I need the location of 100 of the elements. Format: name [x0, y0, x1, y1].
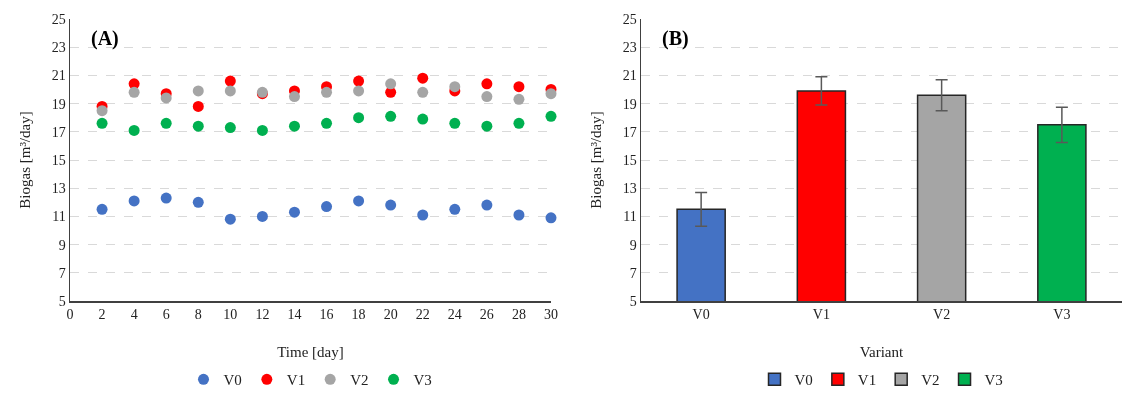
x-tick-label: 12 [255, 307, 270, 323]
point [417, 86, 429, 98]
point [545, 212, 557, 224]
y-tick-label: 23 [622, 40, 637, 56]
y-axis-title: Biogas [m³/day] [16, 111, 33, 209]
point [96, 203, 108, 215]
point [224, 75, 236, 87]
point [385, 110, 397, 122]
point [513, 81, 525, 93]
point [96, 105, 108, 117]
point [321, 117, 333, 129]
point [417, 72, 429, 84]
y-tick-label: 17 [51, 124, 66, 140]
y-tick-label: 23 [51, 40, 66, 56]
point [481, 120, 493, 132]
point [545, 110, 557, 122]
y-tick-label: 7 [629, 265, 637, 281]
y-tick-label: 25 [622, 11, 637, 27]
point [353, 112, 365, 124]
point [288, 120, 300, 132]
point [224, 213, 236, 225]
point [192, 196, 204, 208]
legend-label: V3 [984, 372, 1003, 389]
y-tick-label: 15 [51, 152, 66, 168]
point [288, 91, 300, 103]
x-tick-label: V0 [692, 307, 710, 323]
point [160, 192, 172, 204]
y-tick-label: 5 [58, 293, 66, 309]
x-tick-label: V2 [933, 307, 951, 323]
legend-label: V3 [413, 372, 432, 389]
chart-title: (B) [662, 27, 689, 50]
point [449, 117, 461, 129]
x-tick-label: 26 [479, 307, 494, 323]
point [256, 210, 268, 222]
point [128, 195, 140, 207]
legend-label: V1 [286, 372, 306, 389]
legend-label: V0 [794, 372, 813, 389]
y-tick-label: 19 [51, 96, 66, 112]
y-tick-label: 17 [622, 124, 637, 140]
point [192, 100, 204, 112]
y-tick-label: 11 [52, 209, 66, 225]
legend-label: V2 [921, 372, 940, 389]
point [545, 88, 557, 100]
point [449, 203, 461, 215]
point [192, 85, 204, 97]
x-tick-label: 20 [383, 307, 398, 323]
point [513, 209, 525, 221]
x-tick-label: 30 [544, 307, 558, 323]
y-tick-label: 13 [622, 181, 637, 197]
point [353, 75, 365, 87]
point [481, 78, 493, 90]
point [513, 117, 525, 129]
y-tick-label: 5 [629, 293, 637, 309]
point [385, 199, 397, 211]
x-tick-label: 8 [194, 307, 202, 323]
x-tick-label: 6 [162, 307, 170, 323]
point [321, 201, 333, 213]
y-axis-title: Biogas [m³/day] [587, 111, 604, 209]
point [321, 86, 333, 98]
y-tick-label: 15 [622, 152, 637, 168]
x-tick-label: V3 [1053, 307, 1071, 323]
point [288, 206, 300, 218]
x-tick-label: 22 [415, 307, 430, 323]
point [160, 117, 172, 129]
point [224, 85, 236, 97]
y-tick-label: 9 [58, 237, 66, 253]
legend-label: V2 [350, 372, 369, 389]
x-axis-title: Time [day] [277, 343, 344, 360]
point [481, 199, 493, 211]
point [417, 209, 429, 221]
y-tick-label: 19 [622, 96, 637, 112]
x-tick-label: V1 [812, 307, 830, 323]
x-tick-label: 2 [98, 307, 106, 323]
point [128, 86, 140, 98]
y-tick-label: 21 [622, 68, 637, 84]
x-tick-label: 16 [319, 307, 334, 323]
chart-title: (A) [91, 27, 119, 50]
x-tick-label: 0 [66, 307, 74, 323]
point [224, 122, 236, 134]
point [353, 195, 365, 207]
point [96, 117, 108, 129]
x-tick-label: 10 [223, 307, 238, 323]
point [385, 78, 397, 90]
x-tick-label: 18 [351, 307, 366, 323]
x-tick-label: 14 [287, 307, 302, 323]
y-tick-label: 7 [58, 265, 66, 281]
point [128, 124, 140, 136]
legend-label: V0 [223, 372, 242, 389]
point [353, 85, 365, 97]
y-tick-label: 25 [51, 11, 66, 27]
point [256, 124, 268, 136]
y-tick-label: 21 [51, 68, 66, 84]
x-tick-label: 28 [511, 307, 526, 323]
point [417, 113, 429, 125]
point [449, 81, 461, 93]
x-tick-label: 4 [130, 307, 138, 323]
x-tick-label: 24 [447, 307, 462, 323]
point [160, 92, 172, 104]
x-axis-title: Variant [859, 343, 904, 360]
y-tick-label: 9 [629, 237, 637, 253]
